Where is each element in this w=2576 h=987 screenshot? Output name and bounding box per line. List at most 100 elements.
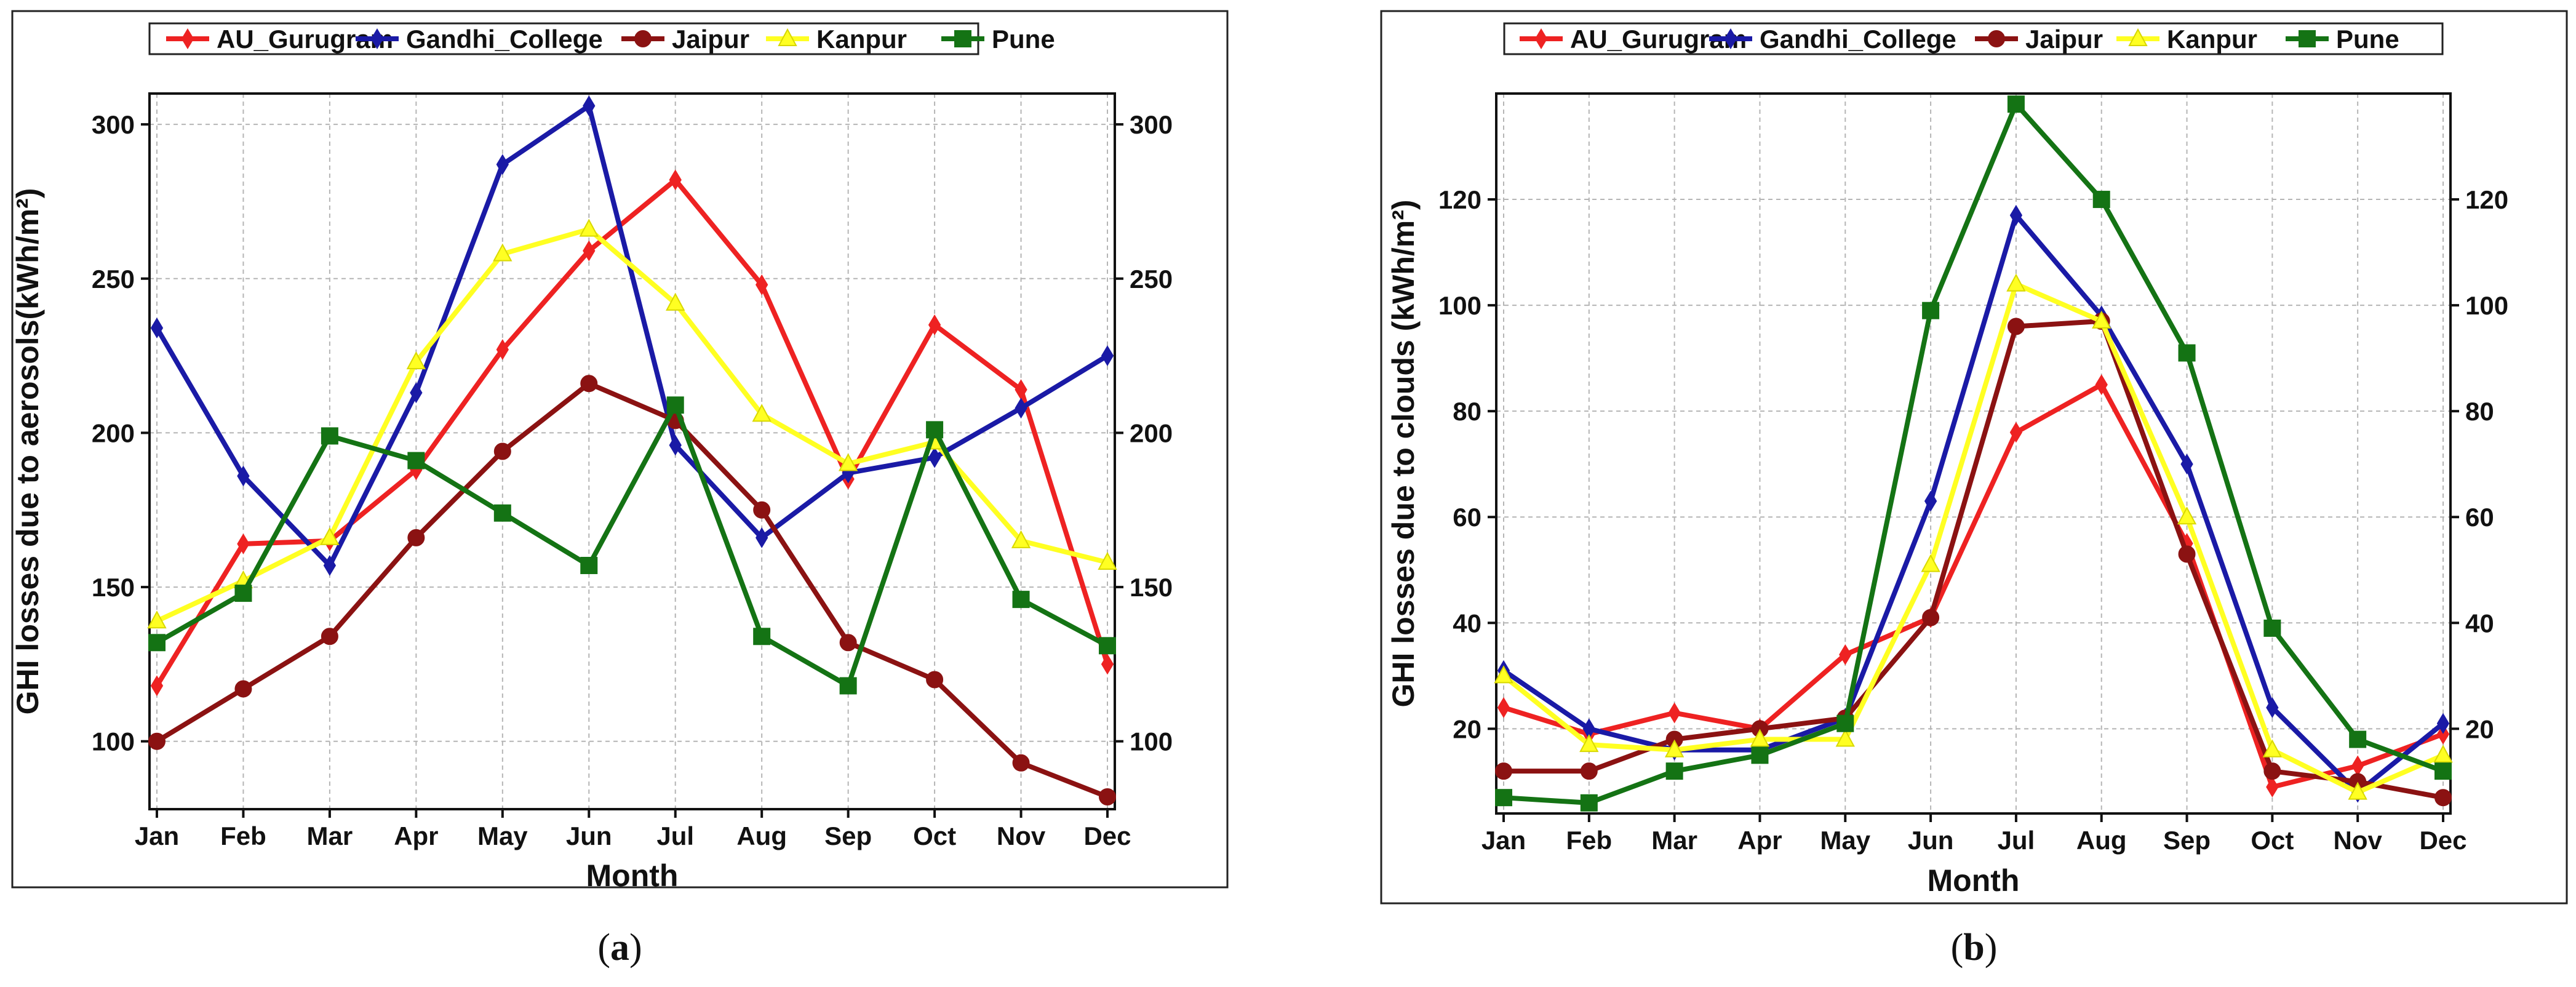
data-point-kanpur [1835,729,1855,747]
y-tick-label-left: 80 [1453,397,1481,426]
y-tick-label-left: 20 [1453,714,1481,743]
data-point-au-gurugram [2009,422,2023,443]
data-point-au-gurugram [1497,697,1510,718]
data-point-jaipur [2434,789,2452,807]
data-point-kanpur [579,218,599,237]
legend-label-pune: Pune [992,25,1055,54]
x-tick-label: Dec [1083,821,1131,850]
x-tick-label: Jan [135,821,179,850]
plot-area [148,92,1116,810]
x-tick-label: Oct [2251,826,2294,855]
x-tick-label: Nov [2334,826,2383,855]
data-point-kanpur [2177,506,2197,525]
legend-marker-au-gurugram [181,28,194,49]
legend-box [148,22,979,55]
data-point-gandhi-college [323,555,337,576]
data-point-pune [1922,302,1940,319]
data-point-jaipur [493,442,511,460]
data-point-pune [926,421,944,439]
data-point-kanpur [147,610,167,629]
data-point-au-gurugram [1839,644,1852,665]
legend-label-jaipur: Jaipur [2025,25,2103,54]
legend: AU_Gurugram Gandhi_College Jaipur Kanpur Pun… [1503,22,2444,55]
series-pune [1495,95,2452,812]
chart-panel-a: 100 100 150 150 200 200 250 250 300 300 Jan Feb Mar A… [10,10,1229,969]
data-point-au-gurugram [2351,755,2364,777]
series-line-kanpur [156,226,1108,623]
y-tick-label-right: 250 [1130,265,1173,294]
data-point-jaipur [2178,545,2196,563]
data-point-gandhi-college [2266,697,2279,718]
data-point-jaipur [1495,762,1512,780]
data-point-jaipur [753,501,771,519]
x-tick-label: Aug [736,821,787,850]
data-point-kanpur [2262,739,2283,757]
data-point-kanpur [2348,781,2367,800]
y-tick-label-right: 100 [2465,291,2508,320]
data-point-jaipur [148,732,165,750]
legend-label-pune: Pune [2336,25,2399,54]
series-gandhi-college [1497,204,2450,803]
x-tick-label: Sep [2163,826,2211,855]
x-tick-label: Mar [307,821,353,850]
y-tick-label-right: 300 [1130,110,1173,139]
data-point-kanpur [1494,665,1513,684]
legend-marker-kanpur [778,28,797,46]
data-point-gandhi-college [1924,490,1937,512]
data-point-gandhi-college [1015,398,1027,419]
data-point-pune [321,427,338,445]
data-point-jaipur [926,671,944,689]
data-point-kanpur [493,243,512,262]
data-point-jaipur [407,529,425,546]
chart-panel-b: 20 20 40 40 60 60 80 80 100 100 120 120 Jan Feb Mar Apr… [1380,10,2568,969]
data-point-gandhi-college [237,465,250,487]
x-tick-label: Jan [1481,826,1526,855]
legend-marker-gandhi-college [370,28,384,49]
data-point-kanpur [1579,734,1599,753]
plot-area [1495,92,2452,815]
data-point-au-gurugram [150,675,164,697]
legend-label-gandhi-college: Gandhi_College [1760,25,1956,54]
series-pune [148,396,1116,695]
legend-label-kanpur: Kanpur [816,25,907,54]
series-line-au-gurugram [154,177,1110,687]
legend-label-jaipur: Jaipur [672,25,749,54]
data-point-jaipur [1099,788,1116,805]
data-point-au-gurugram [2095,374,2108,396]
data-point-gandhi-college [928,447,941,468]
data-point-jaipur [2263,762,2281,780]
y-tick-label-right: 40 [2465,609,2494,637]
data-point-pune [148,634,165,652]
data-point-pune [1836,714,1854,732]
data-point-au-gurugram [928,314,941,335]
x-tick-label: Apr [394,821,438,850]
data-point-gandhi-college [496,154,509,175]
legend-marker-pune [2299,30,2316,47]
data-point-au-gurugram [496,339,509,361]
data-point-au-gurugram [756,274,768,295]
data-point-pune [580,556,598,574]
legend-marker-kanpur [2128,28,2148,46]
series-au-gurugram [1497,374,2450,797]
y-tick-label-left: 250 [92,265,135,294]
y-tick-label-right: 20 [2465,714,2494,743]
data-point-pune [1580,794,1598,812]
data-point-pune [234,585,252,602]
data-point-pune [2092,191,2110,209]
data-point-jaipur [234,680,252,698]
y-tick-label-right: 150 [1130,573,1173,602]
x-tick-label: Mar [1651,826,1697,855]
series-jaipur [148,375,1116,805]
series-au-gurugram [150,169,1114,697]
data-point-kanpur [838,453,858,471]
panel-label: (a) [597,927,642,969]
data-point-pune [1751,746,1769,764]
data-point-pune [1665,762,1683,780]
x-tick-label: Jun [1908,826,1954,855]
data-point-pune [839,677,857,695]
data-point-kanpur [2433,745,2453,763]
data-point-au-gurugram [2436,724,2450,745]
y-tick-label-left: 200 [92,418,135,447]
series-line-pune [1503,102,2444,805]
